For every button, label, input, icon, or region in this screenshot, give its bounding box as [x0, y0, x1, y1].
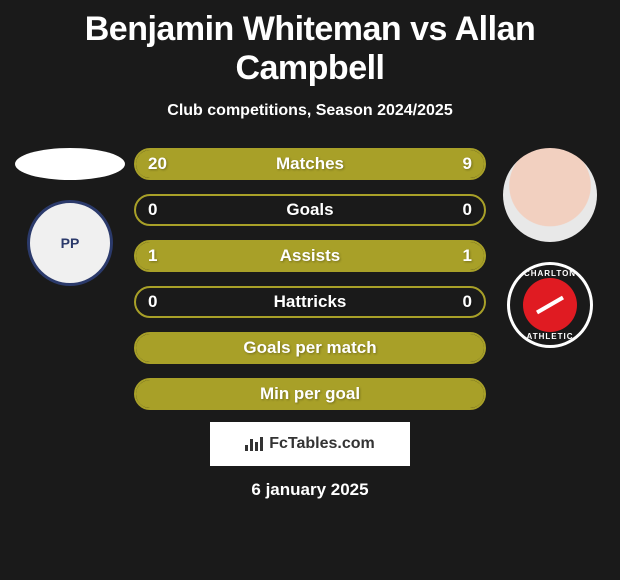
stat-value-left: 0	[148, 200, 157, 220]
main-row: 20 Matches 9 0 Goals 0 1 Assists 1 0 Hattricks 0 Goa…	[10, 148, 610, 410]
stat-bar: 1 Assists 1	[134, 240, 486, 272]
stat-value-right: 0	[463, 292, 472, 312]
stat-bar: 0 Hattricks 0	[134, 286, 486, 318]
stat-value-right: 0	[463, 200, 472, 220]
stat-label: Matches	[276, 154, 344, 174]
right-player-column: CHARLTON ATHLETIC	[490, 148, 610, 348]
date-label: 6 january 2025	[10, 480, 610, 500]
stat-label: Goals per match	[243, 338, 376, 358]
right-club-text-top: CHARLTON	[524, 269, 576, 278]
bars-icon	[245, 437, 263, 451]
stat-label: Goals	[286, 200, 333, 220]
stat-bar: 20 Matches 9	[134, 148, 486, 180]
page-title: Benjamin Whiteman vs Allan Campbell	[10, 10, 610, 88]
comparison-card: Benjamin Whiteman vs Allan Campbell Club…	[0, 0, 620, 508]
left-player-avatar	[15, 148, 125, 180]
stat-label: Min per goal	[260, 384, 360, 404]
left-club-badge	[27, 200, 113, 286]
subtitle: Club competitions, Season 2024/2025	[10, 102, 610, 120]
right-club-badge: CHARLTON ATHLETIC	[507, 262, 593, 348]
sword-icon	[523, 278, 577, 332]
stat-bar: Min per goal	[134, 378, 486, 410]
left-player-column	[10, 148, 130, 286]
fctables-watermark: FcTables.com	[210, 422, 410, 466]
fctables-label: FcTables.com	[269, 435, 375, 453]
stats-column: 20 Matches 9 0 Goals 0 1 Assists 1 0 Hattricks 0 Goa…	[130, 148, 490, 410]
stat-value-left: 0	[148, 292, 157, 312]
stat-value-left: 1	[148, 246, 157, 266]
stat-label: Assists	[280, 246, 340, 266]
stat-value-right: 1	[463, 246, 472, 266]
stat-value-right: 9	[463, 154, 472, 174]
stat-bar: Goals per match	[134, 332, 486, 364]
stat-bar: 0 Goals 0	[134, 194, 486, 226]
right-club-text-bottom: ATHLETIC	[527, 332, 574, 341]
stat-label: Hattricks	[274, 292, 347, 312]
right-player-avatar	[503, 148, 597, 242]
stat-value-left: 20	[148, 154, 167, 174]
